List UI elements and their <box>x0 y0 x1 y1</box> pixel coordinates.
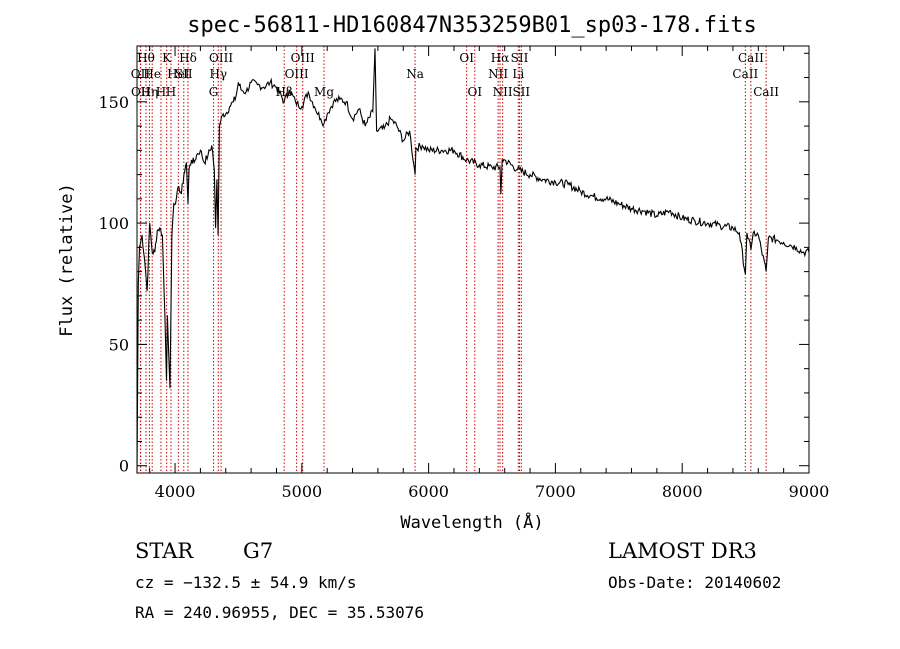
redshift-velocity: cz = −132.5 ± 54.9 km/s <box>135 573 357 592</box>
line-label-18: Na <box>406 67 424 81</box>
line-label-1: OII <box>131 85 151 99</box>
line-label-6: K <box>162 51 172 65</box>
line-label-10: Hδ <box>179 51 197 65</box>
line-label-24: Li <box>512 67 524 81</box>
object-class: STAR <box>135 539 194 563</box>
x-axis-label: Wavelength (Å) <box>400 511 543 533</box>
line-labels: OIIOIIHθHηHeHKHHeISIIHδGHγOIIIHβOIIIOIII… <box>131 51 780 99</box>
line-label-12: Hγ <box>209 67 227 81</box>
survey-name: LAMOST DR3 <box>608 539 757 563</box>
y-tick-label: 0 <box>119 457 129 476</box>
line-label-29: CaII <box>753 85 779 99</box>
line-label-14: Hβ <box>276 85 293 99</box>
line-label-8: HeI <box>167 67 190 81</box>
x-tick-label: 6000 <box>408 482 449 501</box>
line-label-7: H <box>166 85 176 99</box>
axis-ticks: 4000 5000 6000 7000 8000 9000 0 50 100 150 <box>98 46 829 501</box>
x-tick-label: 7000 <box>535 482 576 501</box>
line-label-20: OI <box>467 85 482 99</box>
line-label-28: CaII <box>738 51 764 65</box>
line-label-5: H <box>156 85 166 99</box>
y-tick-label: 150 <box>98 93 129 112</box>
line-label-25: SII <box>511 51 529 65</box>
line-label-23: NII <box>493 85 513 99</box>
line-label-27: CaII <box>732 67 758 81</box>
line-label-13: OIII <box>209 51 233 65</box>
x-tick-label: 9000 <box>789 482 830 501</box>
line-label-0: OII <box>131 67 151 81</box>
line-label-17: Mg <box>314 85 334 99</box>
line-label-11: G <box>209 85 219 99</box>
coordinates: RA = 240.96955, DEC = 35.53076 <box>135 603 424 622</box>
line-label-9: SII <box>175 67 193 81</box>
line-label-21: NII <box>488 67 508 81</box>
line-label-22: Hα <box>491 51 510 65</box>
y-tick-label: 100 <box>98 214 129 233</box>
line-label-19: OI <box>459 51 474 65</box>
line-label-16: OIII <box>291 51 315 65</box>
observation-date: Obs-Date: 20140602 <box>608 573 782 592</box>
series-layer <box>136 48 810 474</box>
subclass: G7 <box>243 539 274 563</box>
line-label-3: Hη <box>141 85 159 99</box>
plot-frame <box>136 45 810 474</box>
line-label-26: SII <box>512 85 530 99</box>
line-label-2: Hθ <box>137 51 155 65</box>
series-line-spectrum <box>136 48 810 474</box>
x-tick-label: 8000 <box>662 482 703 501</box>
line-label-15: OIII <box>285 67 309 81</box>
line-markers <box>139 46 767 473</box>
y-axis-label: Flux (relative) <box>57 183 77 337</box>
y-tick-label: 50 <box>109 335 129 354</box>
line-label-4: He <box>143 67 161 81</box>
x-tick-label: 4000 <box>155 482 196 501</box>
x-tick-label: 5000 <box>281 482 322 501</box>
chart-title: spec-56811-HD160847N353259B01_sp03-178.f… <box>187 13 757 38</box>
